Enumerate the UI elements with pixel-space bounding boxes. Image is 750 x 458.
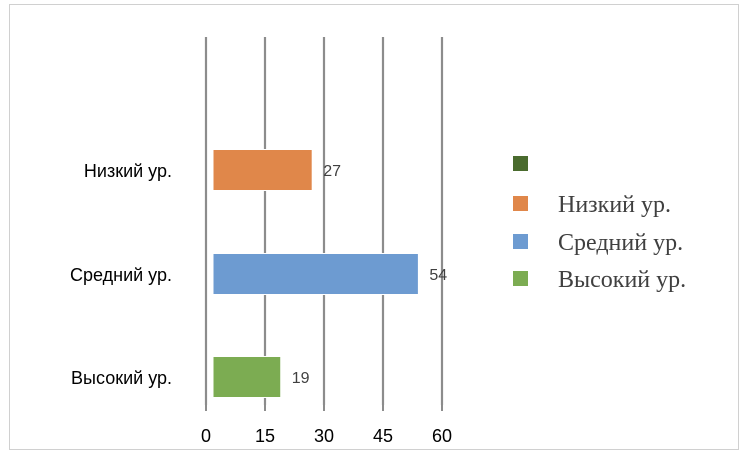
legend-label-4: Высокий ур.	[558, 267, 686, 293]
legend-label-2: Низкий ур.	[558, 192, 671, 218]
data-label-2: 54	[429, 267, 447, 284]
data-label-1: 27	[323, 163, 341, 180]
legend-swatch-4	[513, 271, 528, 286]
bar-1	[212, 149, 313, 191]
x-tick-label-15: 15	[255, 426, 275, 446]
legend-swatch-2	[513, 196, 528, 211]
x-tick-label-45: 45	[373, 426, 393, 446]
x-tick-label-0: 0	[201, 426, 211, 446]
bar-3	[212, 356, 282, 398]
category-label-1: Низкий ур.	[84, 161, 172, 181]
bar-2	[212, 253, 419, 295]
legend-label-3: Средний ур.	[558, 230, 683, 256]
x-tick-label-60: 60	[432, 426, 452, 446]
data-label-3: 19	[292, 370, 310, 387]
category-label-2: Средний ур.	[70, 265, 172, 285]
legend-swatch-1	[513, 156, 528, 171]
category-label-3: Высокий ур.	[71, 368, 172, 388]
legend-swatch-3	[513, 234, 528, 249]
x-tick-label-30: 30	[314, 426, 334, 446]
chart-frame	[9, 4, 739, 450]
